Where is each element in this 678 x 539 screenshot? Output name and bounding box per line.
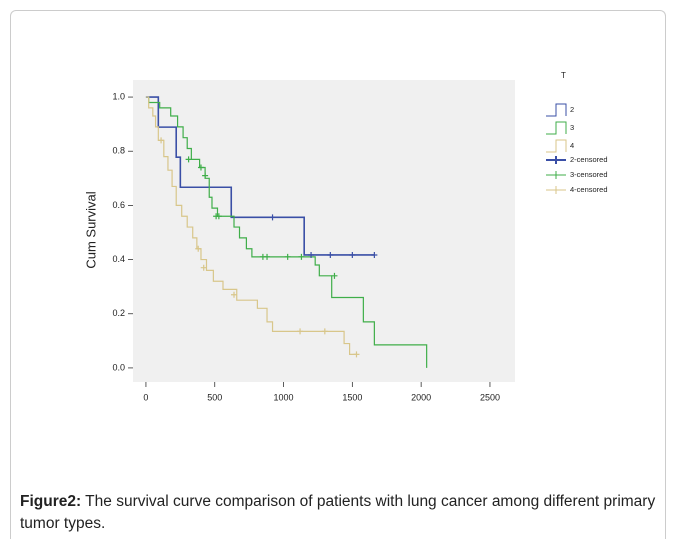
y-axis-label: Cum Survival: [83, 191, 98, 268]
x-tick-label: 0: [143, 392, 148, 402]
legend-swatch: [546, 103, 567, 117]
survival-curve: [145, 96, 428, 368]
y-tick-label: 0.2: [112, 308, 125, 318]
censor-mark: [349, 251, 356, 258]
legend-label: 3-censored: [570, 170, 608, 179]
legend-title: T: [561, 71, 566, 80]
censor-mark: [371, 251, 378, 258]
x-tick-label: 2500: [480, 392, 500, 402]
censor-mark: [264, 253, 271, 260]
censor-mark: [284, 253, 291, 260]
censor-mark: [200, 264, 207, 271]
x-tick-label: 1000: [274, 392, 294, 402]
censor-mark: [353, 351, 360, 358]
plot-background: [133, 80, 515, 382]
caption-text: The survival curve comparison of patient…: [20, 493, 656, 532]
censor-mark: [308, 251, 315, 258]
x-tick-label: 1500: [342, 392, 362, 402]
legend-label: 2-censored: [570, 155, 608, 164]
caption: Figure2: The survival curve comparison o…: [20, 491, 660, 535]
y-tick-label: 0.6: [112, 200, 125, 210]
legend-swatch: [546, 156, 566, 164]
legend-label: 2: [570, 105, 574, 114]
censor-mark: [327, 251, 334, 258]
x-tick-label: 500: [207, 392, 222, 402]
legend-label: 4: [570, 141, 574, 150]
censor-mark: [269, 214, 276, 221]
censor-mark: [195, 245, 202, 252]
legend-swatch: [546, 139, 567, 153]
censor-mark: [215, 213, 222, 220]
legend-swatch: [546, 121, 567, 135]
censor-mark: [202, 172, 209, 179]
x-tick-label: 2000: [411, 392, 431, 402]
censor-mark: [231, 291, 238, 298]
censor-mark: [197, 164, 204, 171]
y-tick-label: 0.8: [112, 146, 125, 156]
chart: Cum Survival T 0.0 0.2 0.4 0.6 0.8 1.0 0 500 100…: [83, 71, 608, 402]
legend-swatch: [546, 171, 566, 179]
survival-curve: [145, 96, 357, 355]
censor-mark: [297, 328, 304, 335]
censor-mark: [158, 137, 165, 144]
y-tick-label: 0.0: [112, 362, 125, 372]
y-tick-label: 1.0: [112, 91, 125, 101]
censor-mark: [321, 328, 328, 335]
figure-frame: [10, 10, 666, 539]
y-tick-label: 0.4: [112, 254, 125, 264]
caption-label: Figure2:: [20, 493, 82, 510]
censor-mark: [298, 253, 305, 260]
legend-swatch: [546, 186, 566, 194]
survival-curve: [145, 96, 375, 256]
legend-label: 3: [570, 123, 574, 132]
censor-mark: [331, 272, 338, 279]
legend-label: 4-censored: [570, 185, 608, 194]
censor-mark: [185, 156, 192, 163]
